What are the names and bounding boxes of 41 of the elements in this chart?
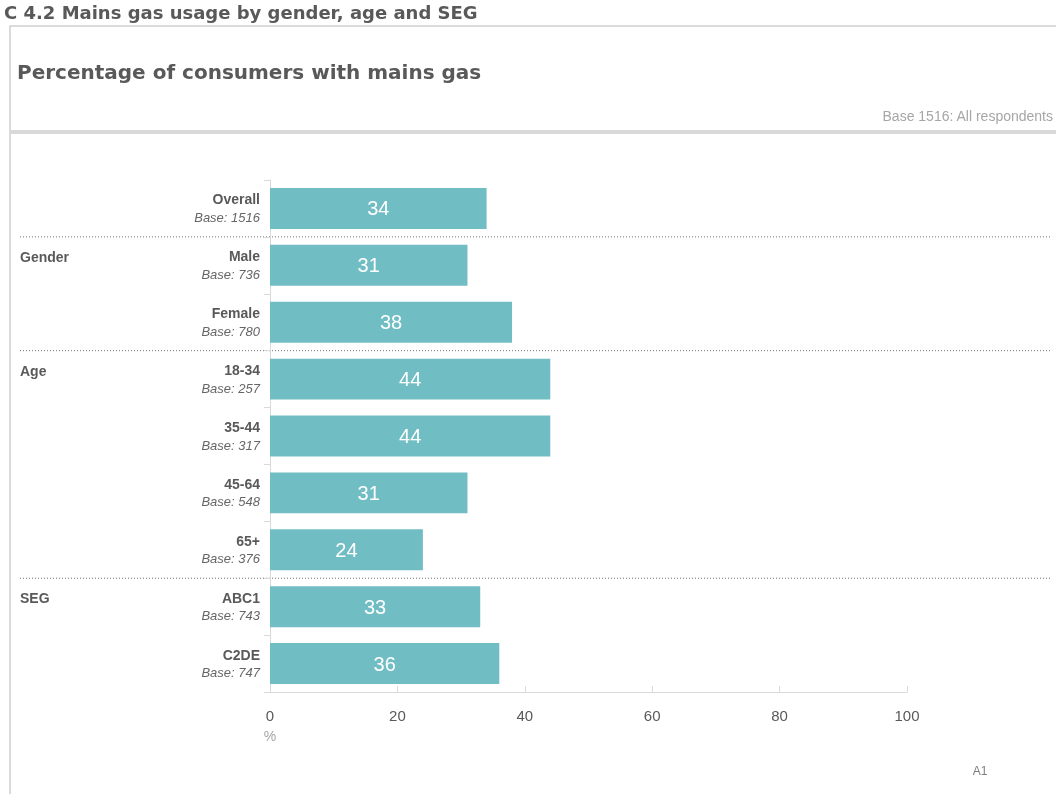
text: Gender <box>20 248 70 265</box>
y-tick-label: C2DE Base: 747 <box>201 646 261 681</box>
bar <box>270 244 468 286</box>
bar <box>270 643 500 685</box>
y-tick-label: 45-64 Base: 548 <box>201 475 261 510</box>
y-tick-label: Female Base: 780 <box>201 305 261 339</box>
y-tick-label: 65+ Base: 376 <box>201 532 261 567</box>
data-label: 24 <box>335 538 358 561</box>
text: Base 1516: All respondents <box>882 108 1053 124</box>
x-tick-label: 40 <box>516 707 534 724</box>
y-tick-label: 35-44 Base: 317 <box>201 419 261 453</box>
y-tick-label: Male Base: 736 <box>201 248 261 282</box>
x-tick-label: 20 <box>389 707 406 724</box>
bar <box>270 301 513 343</box>
bar <box>270 415 551 457</box>
data-label: 33 <box>363 595 387 618</box>
data-label: 44 <box>399 425 422 447</box>
text: Age <box>20 362 47 379</box>
data-label: 31 <box>357 254 380 277</box>
x-tick-label: 80 <box>771 707 788 724</box>
bar <box>270 187 487 229</box>
data-label: 38 <box>379 311 403 334</box>
bar <box>270 586 481 628</box>
x-tick-label: 100 <box>894 707 920 724</box>
chart-subtitle: Percentage of consumers with mains gas <box>17 60 482 84</box>
data-label: 34 <box>367 197 390 220</box>
y-tick-label: 18-34 Base: 257 <box>201 362 261 396</box>
bar <box>270 472 468 514</box>
x-tick-label: 0 <box>265 707 275 724</box>
x-tick-label: 60 <box>643 707 661 724</box>
data-label: 36 <box>373 652 396 675</box>
y-tick-label: Overall Base: 1516 <box>194 191 261 225</box>
text: SEG <box>20 590 50 607</box>
bar <box>270 529 423 571</box>
data-label: 44 <box>399 368 422 391</box>
data-label: 31 <box>357 481 380 504</box>
chart-title: C 4.2 Mains gas usage by gender, age and SEG <box>4 1 478 23</box>
y-tick-label: ABC1 Base: 743 <box>201 589 261 624</box>
bar <box>270 358 551 400</box>
text: A1 <box>972 764 988 778</box>
x-axis-title: % <box>263 728 277 744</box>
